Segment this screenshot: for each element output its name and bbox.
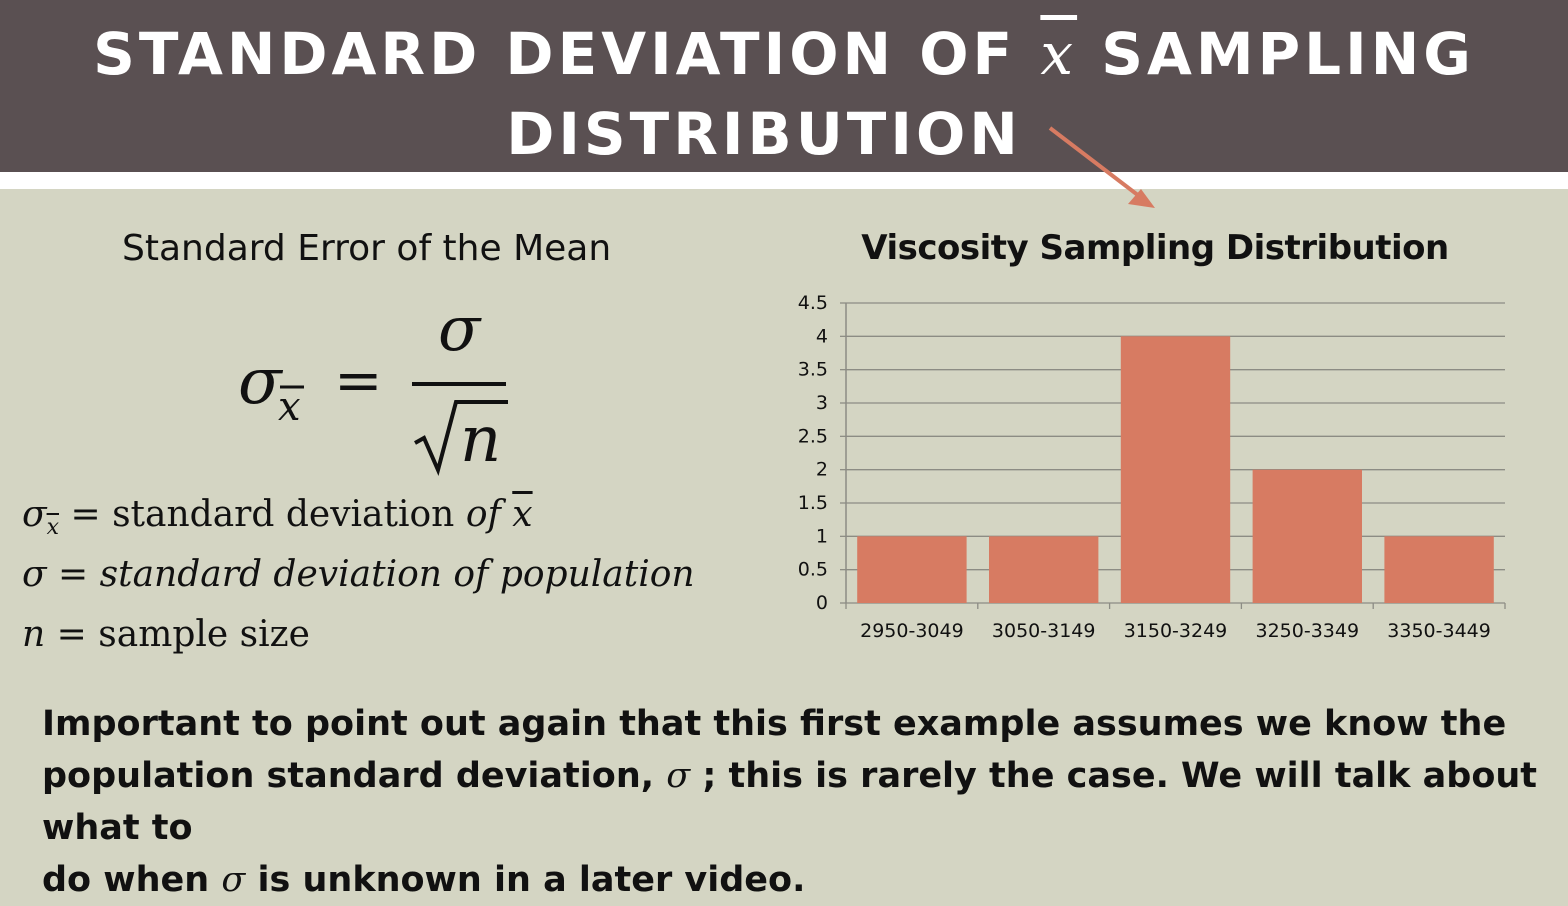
x-tick-label: 2950-3049 [860, 620, 964, 642]
bar-3150-3249 [1120, 336, 1231, 603]
title-text: SAMPLING [1077, 20, 1475, 88]
y-tick-label: 1.5 [798, 492, 828, 514]
slide-title-line1: STANDARD DEVIATION OF x SAMPLING [0, 14, 1568, 94]
definition-text: sample size [98, 614, 310, 655]
x-bar-symbol: x [512, 494, 533, 535]
note-line: population standard deviation, σ ; this … [42, 750, 1552, 854]
standard-error-formula: σ x = σ n [238, 298, 508, 477]
y-tick-label: 2.5 [798, 425, 828, 447]
bar-3250-3349 [1252, 469, 1362, 603]
y-tick-label: 3.5 [798, 359, 828, 381]
definition-n: n = sample size [22, 614, 310, 655]
x-bar-symbol: x [46, 515, 59, 541]
definition-text: standard deviation [112, 494, 466, 535]
y-tick-label: 4.5 [798, 292, 828, 314]
y-tick-label: 3 [816, 392, 828, 414]
definition-text: of [465, 494, 513, 535]
note-line: do when σ is unknown in a later video. [42, 854, 1552, 906]
x-bar-symbol: x [1040, 20, 1078, 88]
x-tick-label: 3050-3149 [992, 620, 1096, 642]
y-tick-label: 0.5 [798, 559, 828, 581]
note-text: do when [42, 860, 222, 900]
y-tick-label: 0 [816, 592, 828, 614]
chart-title: Viscosity Sampling Distribution [861, 228, 1449, 268]
x-tick-label: 3350-3449 [1387, 620, 1491, 642]
sigma-symbol: σ [22, 494, 47, 535]
sqrt-sign [414, 400, 508, 477]
viscosity-bar-chart: 0 0.5 1 1.5 2 2.5 3 3.5 4 4.5 2950-3049 3050-3149 31… [798, 292, 1506, 642]
formula-equals: = [334, 346, 383, 414]
note-text: is unknown in a later video. [245, 860, 806, 900]
bar-2950-3049 [857, 536, 967, 603]
sigma-symbol: σ [22, 554, 47, 595]
x-tick-label: 3250-3349 [1256, 620, 1360, 642]
formula-lhs: σ [238, 345, 284, 419]
n-symbol: n [22, 614, 46, 655]
y-tick-label: 4 [816, 325, 828, 347]
sigma-symbol: σ [666, 756, 691, 796]
sigma-symbol: σ [221, 860, 246, 900]
note-text: ; this is rarely the case. We will talk … [42, 756, 1538, 848]
equals: = [59, 494, 113, 535]
formula-numerator: σ [438, 298, 482, 365]
bar-3050-3149 [989, 536, 1099, 603]
title-banner [0, 0, 1568, 172]
callout-arrow [1048, 126, 1155, 208]
x-tick-label: 3150-3249 [1124, 620, 1228, 642]
definition-text: standard deviation of population [99, 554, 695, 595]
note-paragraph: Important to point out again that this f… [42, 698, 1552, 906]
left-heading: Standard Error of the Mean [122, 228, 612, 269]
definition-sigma-xbar: σx = standard deviation of x [22, 494, 533, 540]
note-line: Important to point out again that this f… [42, 704, 1507, 744]
title-text: STANDARD DEVIATION OF [93, 20, 1041, 88]
note-text: population standard deviation, [42, 756, 667, 796]
formula-lhs-sub: x [278, 384, 301, 430]
slide-title-line2: DISTRIBUTION [506, 100, 1022, 168]
divider [0, 172, 1568, 189]
y-tick-label: 2 [816, 459, 828, 481]
definition-sigma: σ = standard deviation of population [22, 554, 695, 595]
bar-3350-3449 [1384, 536, 1494, 603]
y-tick-label: 1 [816, 525, 828, 547]
formula-denominator: n [460, 403, 501, 477]
equals: = [45, 614, 99, 655]
equals: = [46, 554, 100, 595]
slide-title: STANDARD DEVIATION OF x SAMPLING DISTRIB… [0, 14, 1568, 174]
